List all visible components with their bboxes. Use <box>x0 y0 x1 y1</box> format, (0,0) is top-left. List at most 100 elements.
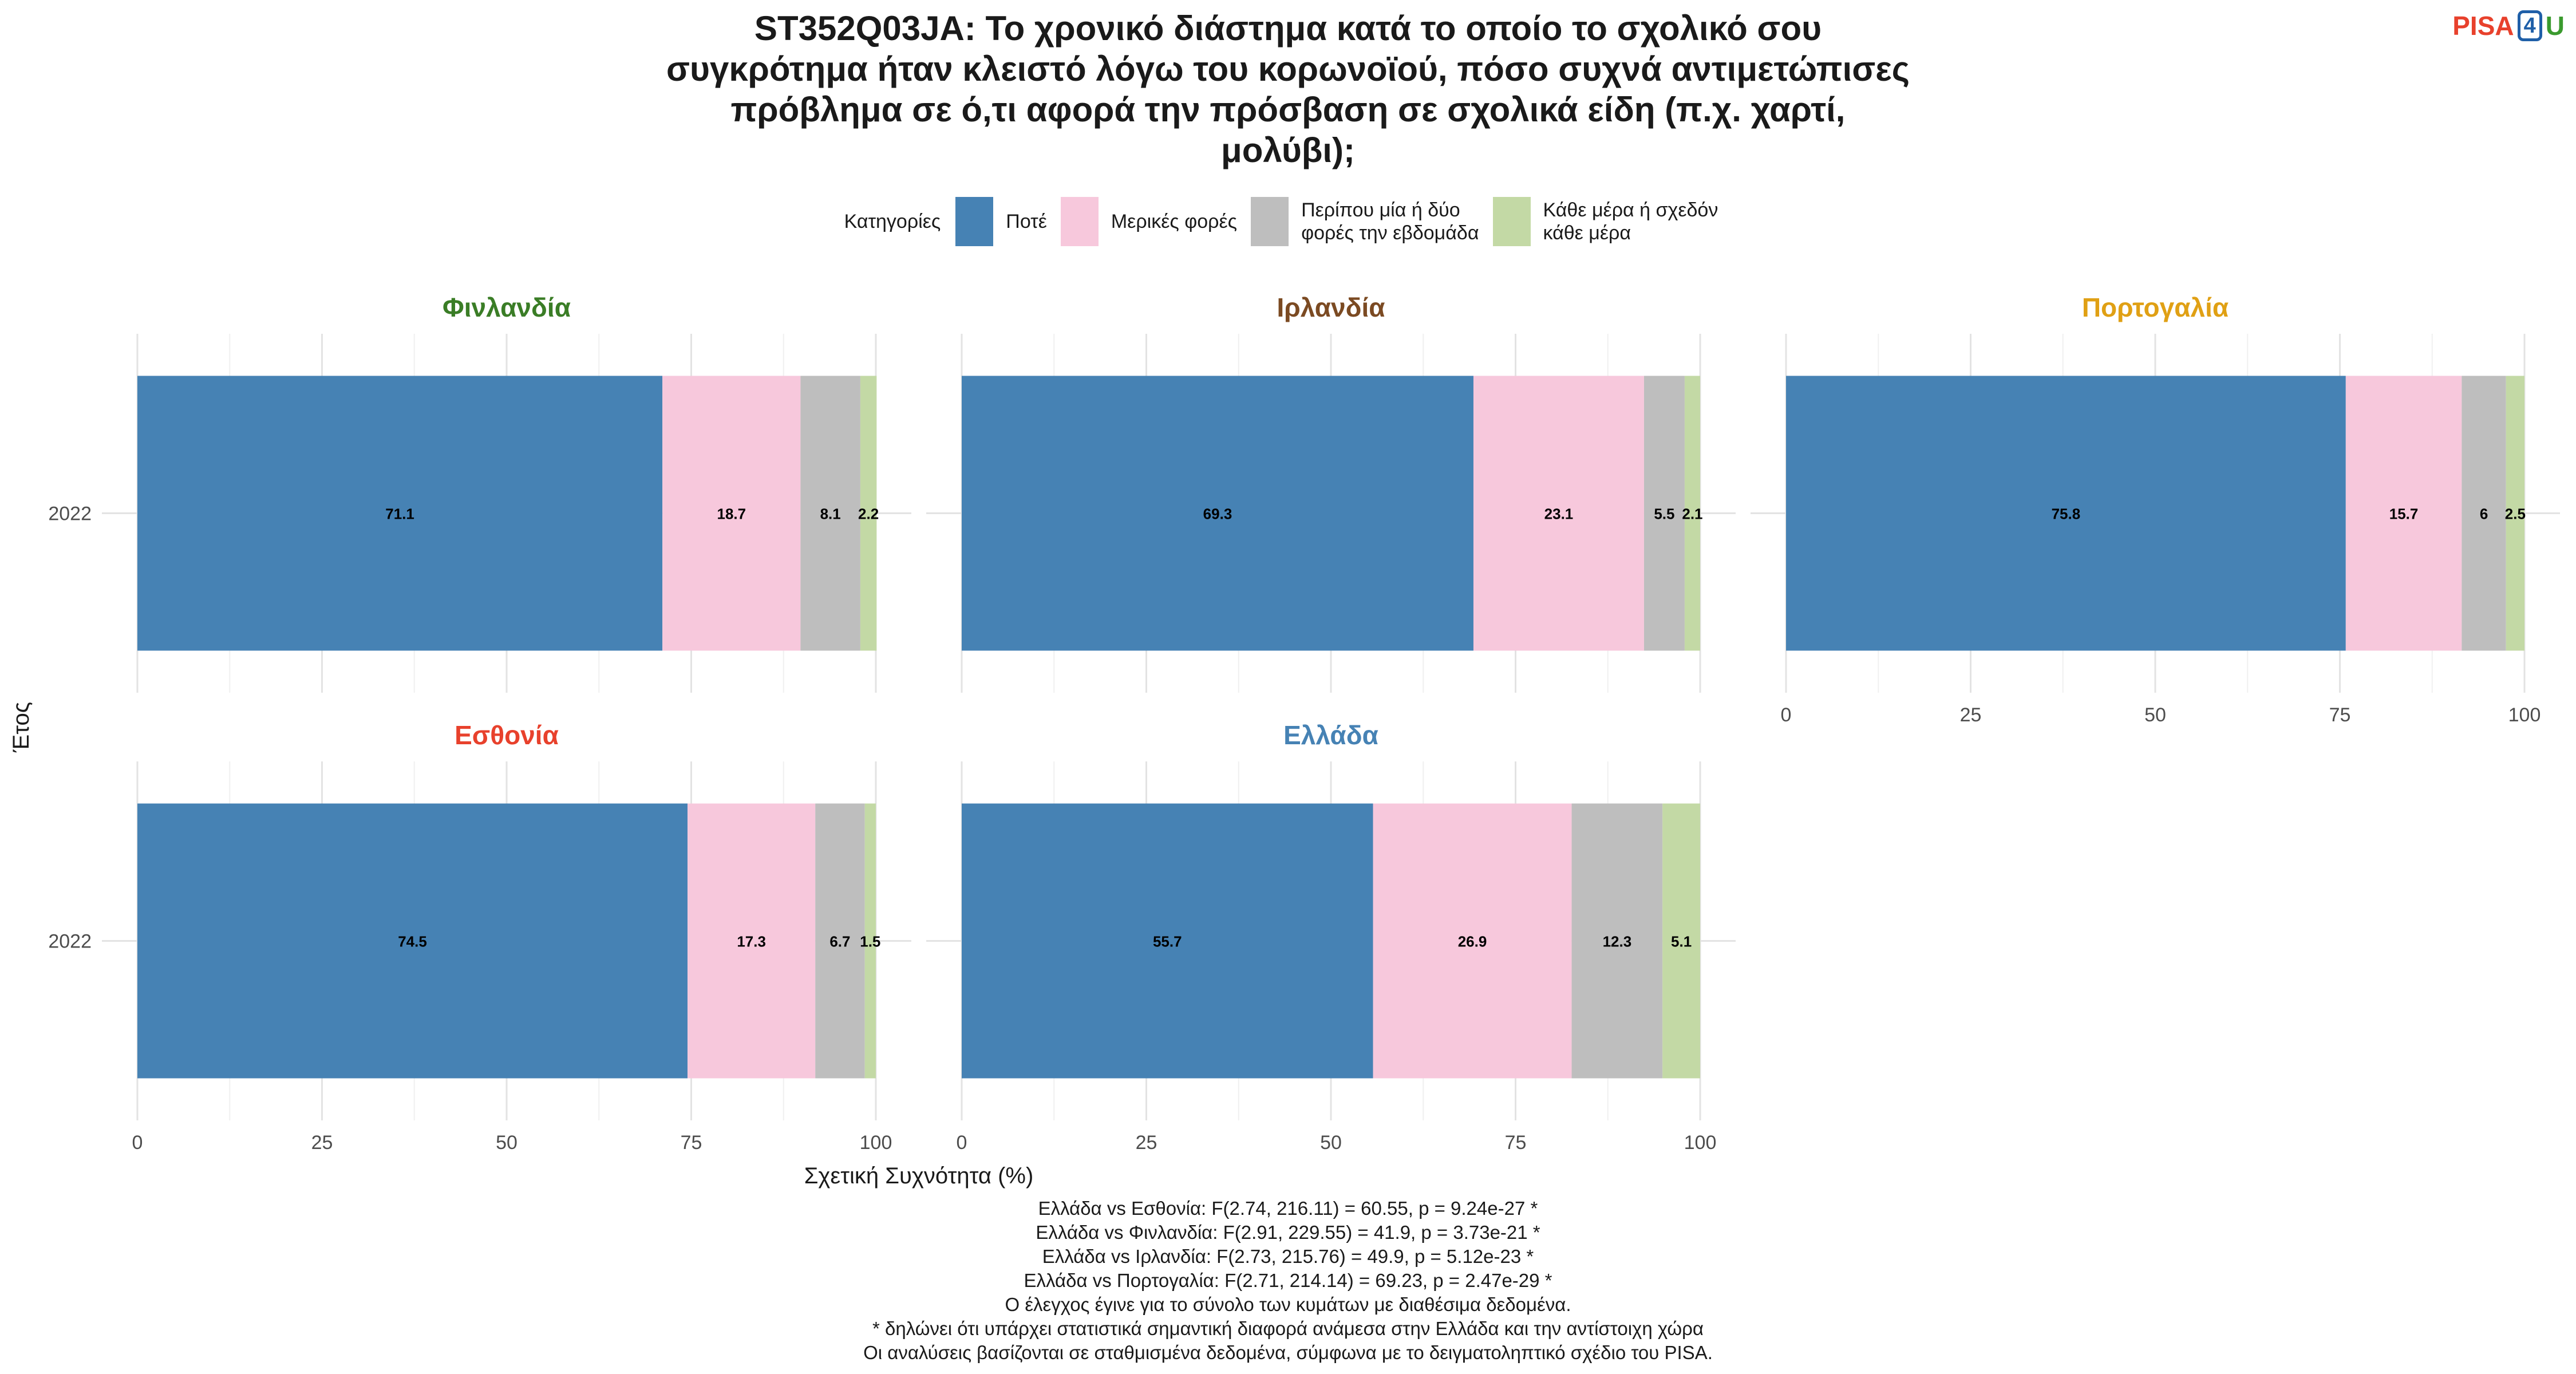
x-tick-label: 100 <box>2508 704 2541 726</box>
x-tick-label: 50 <box>496 1132 517 1154</box>
title-line: συγκρότημα ήταν κλειστό λόγω του κορωνοϊ… <box>666 50 1910 88</box>
legend-item-never: Ποτέ <box>955 197 1047 246</box>
bar-segment <box>1643 376 1685 651</box>
x-tick-label: 25 <box>1960 704 1982 726</box>
bar-segment <box>864 803 876 1079</box>
panel-title: Ιρλανδία <box>1277 293 1385 322</box>
logo-number: 4 <box>2517 10 2542 41</box>
footnote-line: Ελλάδα vs Εσθονία: F(2.74, 216.11) = 60.… <box>1038 1198 1538 1219</box>
data-label: 1.5 <box>860 933 880 950</box>
legend-label: Κάθε μέρα ή σχεδόν κάθε μέρα <box>1543 199 1718 244</box>
bar-segment <box>1373 803 1572 1079</box>
x-tick-label: 75 <box>681 1132 702 1154</box>
x-tick-label: 0 <box>132 1132 143 1154</box>
bar-segment <box>137 803 688 1079</box>
footnote-line: Ο έλεγχος έγινε για το σύνολο των κυμάτω… <box>1005 1294 1571 1315</box>
x-tick-label: 25 <box>1136 1132 1157 1154</box>
y-tick-label: 2022 <box>48 503 92 525</box>
footnotes: Ελλάδα vs Εσθονία: F(2.74, 216.11) = 60.… <box>0 1197 2576 1365</box>
chart-title: ST352Q03JA: Το χρονικό διάστημα κατά το … <box>515 8 2061 171</box>
data-label: 75.8 <box>2052 506 2081 523</box>
title-line: ST352Q03JA: Το χρονικό διάστημα κατά το … <box>754 9 1822 48</box>
y-axis-title: Έτος <box>9 702 34 753</box>
legend-item-weekly: Περίπου μία ή δύο φορές την εβδομάδα <box>1251 197 1479 246</box>
x-tick-label: 0 <box>957 1132 967 1154</box>
bar-segment <box>800 376 860 651</box>
data-label: 69.3 <box>1203 506 1232 523</box>
logo-text-end: U <box>2545 11 2565 41</box>
legend-label-line: Μερικές φορές <box>1111 211 1238 232</box>
footnote-line: * δηλώνει ότι υπάρχει στατιστικά σημαντι… <box>872 1318 1704 1339</box>
footnote-line: Ελλάδα vs Ιρλανδία: F(2.73, 215.76) = 49… <box>1042 1246 1534 1267</box>
data-label: 15.7 <box>2389 506 2419 523</box>
y-tick-label: 2022 <box>48 931 92 953</box>
legend-label-line: Κάθε μέρα ή σχεδόν <box>1543 199 1718 221</box>
x-tick-label: 75 <box>1505 1132 1527 1154</box>
legend-swatch <box>1251 197 1289 246</box>
legend-label: Ποτέ <box>1006 210 1047 233</box>
panel-title: Φινλανδία <box>442 293 571 322</box>
bar-segment <box>2506 376 2524 651</box>
legend-swatch <box>1492 197 1531 246</box>
legend-item-daily: Κάθε μέρα ή σχεδόν κάθε μέρα <box>1492 197 1718 246</box>
x-tick-label: 100 <box>1684 1132 1717 1154</box>
bar-segment <box>1473 376 1644 651</box>
data-label: 6.7 <box>829 933 850 950</box>
data-label: 6 <box>2480 506 2488 523</box>
bar-segment <box>1571 803 1663 1079</box>
data-label: 18.7 <box>717 506 746 523</box>
pisa4u-logo: PISA 4 U <box>2452 10 2565 41</box>
data-label: 5.5 <box>1654 506 1674 523</box>
data-label: 55.7 <box>1153 933 1182 950</box>
bar-segment <box>962 376 1473 651</box>
data-label: 2.1 <box>1682 506 1702 523</box>
legend-label: Μερικές φορές <box>1111 210 1237 233</box>
bar-segment <box>1786 376 2346 651</box>
bar-segment <box>962 803 1373 1079</box>
x-tick-label: 50 <box>1320 1132 1342 1154</box>
bar-segment <box>1684 376 1700 651</box>
bar-segment <box>2462 376 2506 651</box>
legend-item-sometimes: Μερικές φορές <box>1060 197 1237 246</box>
x-tick-label: 0 <box>1781 704 1792 726</box>
legend-label: Περίπου μία ή δύο φορές την εβδομάδα <box>1301 199 1479 244</box>
legend-swatch <box>1060 197 1099 246</box>
bar-segment <box>860 376 877 651</box>
legend-swatch <box>955 197 994 246</box>
footnote-line: Ελλάδα vs Φινλανδία: F(2.91, 229.55) = 4… <box>1036 1222 1540 1243</box>
data-label: 12.3 <box>1603 933 1632 950</box>
data-label: 17.3 <box>737 933 766 950</box>
x-axis-title: Σχετική Συχνότητα (%) <box>804 1163 1034 1189</box>
x-tick-label: 100 <box>860 1132 892 1154</box>
data-label: 23.1 <box>1544 506 1574 523</box>
footnote-line: Οι αναλύσεις βασίζονται σε σταθμισμένα δ… <box>863 1342 1713 1363</box>
legend-title: Κατηγορίες <box>844 210 941 232</box>
footnote-line: Ελλάδα vs Πορτογαλία: F(2.71, 214.14) = … <box>1024 1270 1552 1291</box>
title-line: πρόβλημα σε ό,τι αφορά την πρόσβαση σε σ… <box>730 90 1846 129</box>
x-tick-label: 25 <box>311 1132 333 1154</box>
bar-segment <box>2345 376 2462 651</box>
bar-segment <box>662 376 801 651</box>
data-label: 5.1 <box>1671 933 1692 950</box>
legend-label-line: κάθε μέρα <box>1543 222 1631 244</box>
data-label: 8.1 <box>820 506 841 523</box>
legend-label-line: Ποτέ <box>1006 211 1047 232</box>
x-tick-label: 75 <box>2329 704 2351 726</box>
bar-segment <box>137 376 663 651</box>
data-label: 71.1 <box>385 506 414 523</box>
bar-segment <box>688 803 816 1079</box>
data-label: 74.5 <box>398 933 427 950</box>
logo-text: PISA <box>2452 11 2514 41</box>
legend-label-line: φορές την εβδομάδα <box>1301 222 1479 244</box>
data-label: 26.9 <box>1458 933 1487 950</box>
panel-title: Εσθονία <box>455 720 559 750</box>
data-label: 2.2 <box>858 506 879 523</box>
legend-label-line: Περίπου μία ή δύο <box>1301 199 1460 221</box>
panel-title: Ελλάδα <box>1283 720 1378 750</box>
data-label: 2.5 <box>2505 506 2526 523</box>
legend: Κατηγορίες Ποτέ Μερικές φορές Περίπου μί… <box>0 197 2576 246</box>
bar-segment <box>815 803 865 1079</box>
bar-segment <box>1662 803 1700 1079</box>
title-line: μολύβι); <box>1221 131 1355 169</box>
x-tick-label: 50 <box>2144 704 2166 726</box>
